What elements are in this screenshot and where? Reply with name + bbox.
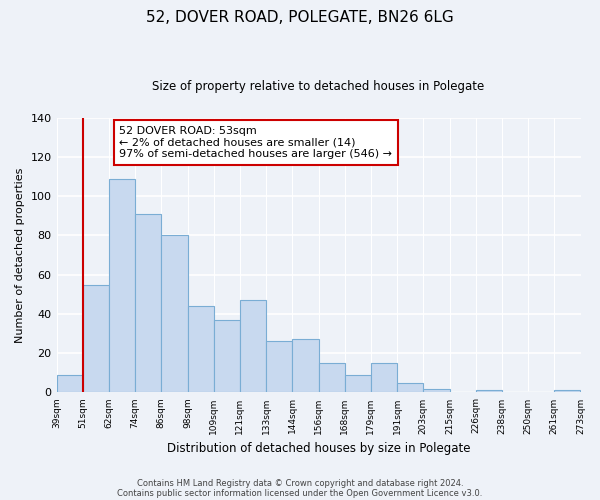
Bar — [188, 306, 214, 392]
Bar — [240, 300, 266, 392]
Text: Contains HM Land Registry data © Crown copyright and database right 2024.: Contains HM Land Registry data © Crown c… — [137, 478, 463, 488]
Bar — [83, 284, 109, 393]
Text: Contains public sector information licensed under the Open Government Licence v3: Contains public sector information licen… — [118, 488, 482, 498]
Bar — [371, 363, 397, 392]
Bar — [266, 342, 292, 392]
Bar — [424, 388, 449, 392]
Y-axis label: Number of detached properties: Number of detached properties — [15, 168, 25, 343]
Bar — [161, 236, 188, 392]
Bar — [476, 390, 502, 392]
X-axis label: Distribution of detached houses by size in Polegate: Distribution of detached houses by size … — [167, 442, 470, 455]
Bar — [292, 340, 319, 392]
Bar — [397, 382, 424, 392]
Text: 52, DOVER ROAD, POLEGATE, BN26 6LG: 52, DOVER ROAD, POLEGATE, BN26 6LG — [146, 10, 454, 25]
Bar — [109, 178, 135, 392]
Bar — [135, 214, 161, 392]
Bar — [56, 375, 83, 392]
Text: 52 DOVER ROAD: 53sqm
← 2% of detached houses are smaller (14)
97% of semi-detach: 52 DOVER ROAD: 53sqm ← 2% of detached ho… — [119, 126, 392, 159]
Bar — [345, 375, 371, 392]
Bar — [554, 390, 580, 392]
Bar — [214, 320, 240, 392]
Bar — [319, 363, 345, 392]
Title: Size of property relative to detached houses in Polegate: Size of property relative to detached ho… — [152, 80, 485, 93]
